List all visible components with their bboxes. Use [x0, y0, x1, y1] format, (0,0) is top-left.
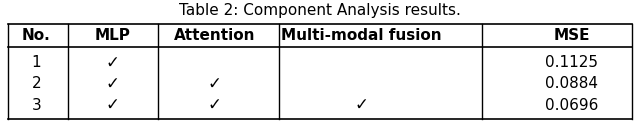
Text: 0.0696: 0.0696 [545, 98, 598, 113]
Text: 1: 1 [31, 55, 41, 70]
Text: ✓: ✓ [106, 96, 120, 114]
Text: ✓: ✓ [106, 75, 120, 93]
Text: 3: 3 [31, 98, 42, 113]
Text: MLP: MLP [95, 28, 131, 43]
Text: ✓: ✓ [355, 96, 369, 114]
Text: ✓: ✓ [208, 75, 222, 93]
Text: MSE: MSE [554, 28, 590, 43]
Text: ✓: ✓ [208, 96, 222, 114]
Text: Attention: Attention [174, 28, 255, 43]
Text: Table 2: Component Analysis results.: Table 2: Component Analysis results. [179, 3, 461, 18]
Text: No.: No. [22, 28, 51, 43]
Text: 0.0884: 0.0884 [545, 76, 598, 91]
Text: 0.1125: 0.1125 [545, 55, 598, 70]
Text: ✓: ✓ [106, 53, 120, 71]
Text: 2: 2 [31, 76, 41, 91]
Text: Multi-modal fusion: Multi-modal fusion [281, 28, 442, 43]
